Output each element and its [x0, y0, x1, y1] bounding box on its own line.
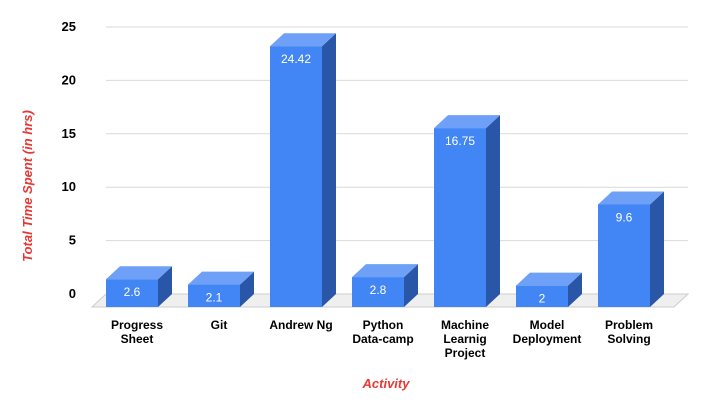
x-category-label: Progress Sheet [111, 318, 163, 346]
data-label: 9.6 [616, 210, 633, 224]
bar: 24.42 [270, 33, 336, 308]
bar-side-face [240, 271, 254, 307]
bar-front-face [270, 46, 322, 308]
bar-top-face [516, 272, 582, 286]
y-tick-label: 15 [62, 126, 76, 141]
bar-top-face [270, 33, 336, 47]
bar: 2.1 [188, 271, 254, 307]
bar-side-face [404, 264, 418, 307]
bar: 2.6 [106, 266, 172, 307]
data-label: 16.75 [445, 134, 475, 148]
bar: 16.75 [434, 115, 500, 307]
x-category-label: Python Data-camp [352, 318, 413, 346]
x-axis-categories: Progress Sheet Git Andrew Ng Python Data-camp… [111, 318, 653, 360]
bar-top-face [352, 264, 418, 278]
bar-side-face [650, 191, 664, 307]
x-axis-title: Activity [362, 376, 411, 391]
bar-top-face [598, 191, 664, 205]
bar: 2.8 [352, 264, 418, 307]
x-category-label: Machine Learnig Project [441, 318, 489, 360]
x-category-label: Git [211, 318, 228, 332]
bar-side-face [568, 272, 582, 307]
data-label: 2.8 [370, 283, 387, 297]
y-axis-ticks: 0 5 10 15 20 25 [62, 19, 76, 301]
y-tick-label: 25 [62, 19, 76, 34]
bar-side-face [322, 33, 336, 308]
y-tick-label: 5 [69, 233, 76, 248]
y-tick-label: 10 [62, 179, 76, 194]
gridlines [106, 26, 688, 242]
bar: 9.6 [598, 191, 664, 307]
bar-top-face [434, 115, 500, 129]
bar-front-face [188, 284, 240, 307]
y-tick-label: 20 [62, 72, 76, 87]
bar-front-face [516, 285, 568, 307]
data-label: 2.6 [124, 285, 141, 299]
bar-front-face [598, 204, 650, 307]
x-category-label: Problem Solving [605, 318, 653, 346]
data-label: 2.1 [206, 291, 223, 305]
bar-front-face [106, 279, 158, 307]
data-label: 24.42 [281, 52, 311, 66]
bar-front-face [434, 128, 486, 307]
x-category-label: Model Deployment [513, 318, 582, 346]
bars: 2.6 2.1 24.42 2.8 16.75 2 9.6 [106, 33, 664, 308]
bar-side-face [486, 115, 500, 307]
bar-top-face [188, 271, 254, 285]
bar-front-face [352, 277, 404, 307]
y-tick-label: 0 [69, 286, 76, 301]
bar-top-face [106, 266, 172, 280]
bar: 2 [516, 272, 582, 307]
data-label: 2 [539, 292, 546, 306]
y-axis-title: Total Time Spent (in hrs) [20, 110, 35, 262]
bar-side-face [158, 266, 172, 307]
x-category-label: Andrew Ng [269, 318, 332, 332]
